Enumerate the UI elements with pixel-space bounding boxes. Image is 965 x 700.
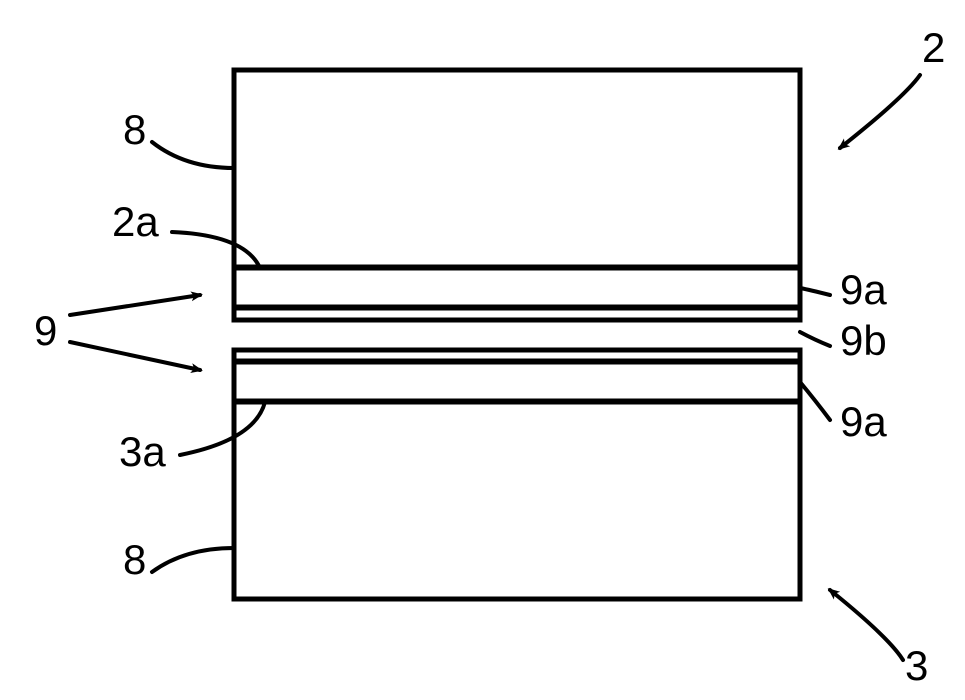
label-l3: 3 (905, 642, 928, 689)
block-lower_thin1 (234, 362, 800, 401)
label-l2a: 2a (112, 198, 159, 245)
arrow-3 (830, 590, 903, 660)
block-lower_main (234, 402, 800, 599)
layer-blocks (234, 70, 800, 599)
block-upper_thin2 (234, 308, 800, 320)
block-lower_thin2 (234, 350, 800, 361)
label-l9b: 9b (840, 317, 887, 364)
lead_8b (152, 548, 234, 572)
labels: 282a99a9b9a3a83 (34, 24, 945, 689)
arrow_9_up (70, 295, 200, 315)
arrow-2 (840, 75, 920, 148)
cross-section-diagram: 282a99a9b9a3a83 (0, 0, 965, 700)
label-l8a: 8 (123, 106, 146, 153)
lead_3a (180, 402, 265, 455)
leader-lines (70, 75, 920, 660)
lead_2a (172, 232, 260, 268)
lead_9a_upper (800, 288, 830, 295)
label-l2: 2 (922, 24, 945, 71)
label-l8b: 8 (123, 536, 146, 583)
lead_9a_lower (800, 382, 830, 420)
label-l3a: 3a (119, 428, 166, 475)
arrow_9_down (70, 342, 200, 370)
label-l9: 9 (34, 307, 57, 354)
lead_8a (152, 142, 234, 168)
block-upper_thin1 (234, 268, 800, 307)
block-upper_main (234, 70, 800, 267)
label-l9a_upper: 9a (840, 266, 887, 313)
lead_9b (800, 332, 830, 346)
label-l9a_lower: 9a (840, 398, 887, 445)
